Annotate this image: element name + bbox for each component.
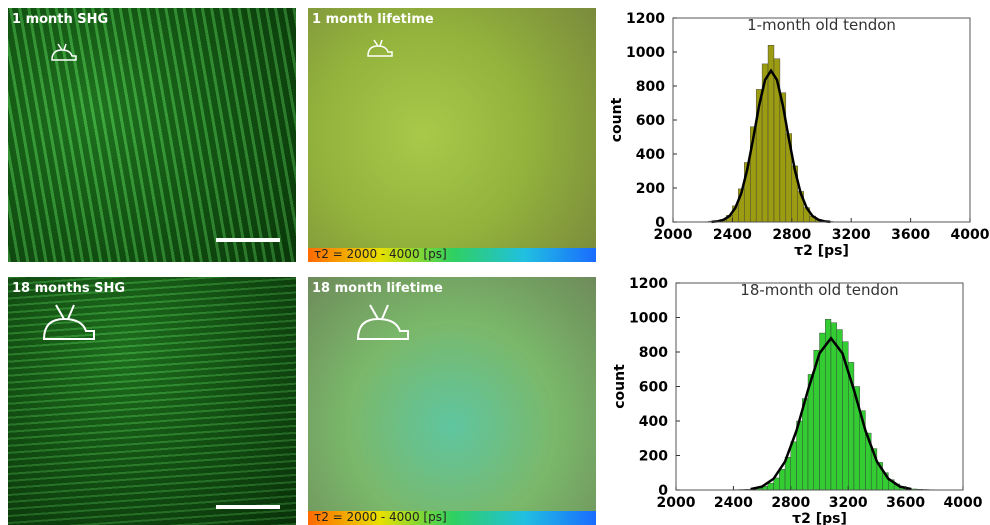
panel-label: 1 month lifetime bbox=[312, 12, 434, 27]
lifetime-image: 18 month lifetime τ2 = 2000 - 4000 [ps] bbox=[308, 277, 596, 525]
y-tick-label: 200 bbox=[639, 449, 668, 465]
x-tick-label: 3200 bbox=[829, 495, 868, 511]
x-tick-label: 2800 bbox=[771, 495, 810, 511]
y-tick-label: 200 bbox=[636, 181, 665, 197]
plot-frame bbox=[672, 17, 971, 223]
x-tick-label: 2400 bbox=[714, 495, 753, 511]
colorbar-label: τ2 = 2000 - 4000 [ps] bbox=[314, 247, 447, 261]
shg-image: 1 month SHG bbox=[8, 8, 296, 262]
rabbit-icon bbox=[367, 39, 393, 57]
panel-label: 1 month SHG bbox=[12, 12, 109, 27]
y-tick-label: 1000 bbox=[626, 45, 665, 61]
x-axis-label: τ2 [ps] bbox=[792, 511, 847, 525]
colorbar-label: τ2 = 2000 - 4000 [ps] bbox=[314, 510, 447, 524]
scale-bar bbox=[216, 238, 280, 242]
y-tick-label: 0 bbox=[658, 483, 668, 499]
y-tick-label: 600 bbox=[639, 380, 668, 396]
y-tick-label: 1200 bbox=[626, 11, 665, 27]
chart-title: 18-month old tendon bbox=[740, 281, 898, 299]
bar bbox=[773, 477, 780, 491]
x-tick-label: 2000 bbox=[657, 495, 696, 511]
x-tick-label: 4000 bbox=[944, 495, 983, 511]
y-tick-label: 400 bbox=[636, 147, 665, 163]
y-axis-label: count bbox=[609, 97, 625, 142]
bar bbox=[790, 441, 797, 491]
x-tick-label: 2000 bbox=[654, 227, 693, 243]
x-tick-label: 3200 bbox=[832, 227, 871, 243]
bar bbox=[819, 332, 826, 491]
bar bbox=[802, 398, 809, 491]
y-tick-label: 1200 bbox=[629, 276, 668, 292]
shg-image: 18 months SHG bbox=[8, 277, 296, 525]
colorbar: τ2 = 2000 - 4000 [ps] bbox=[308, 510, 596, 525]
bar bbox=[807, 374, 814, 491]
scale-bar bbox=[216, 505, 280, 509]
x-tick-label: 2800 bbox=[772, 227, 811, 243]
y-tick-label: 800 bbox=[636, 79, 665, 95]
colorbar: τ2 = 2000 - 4000 [ps] bbox=[308, 247, 596, 262]
x-tick-label: 3600 bbox=[886, 495, 925, 511]
chart-title: 1-month old tendon bbox=[747, 16, 896, 34]
y-tick-label: 600 bbox=[636, 113, 665, 129]
fit-curve bbox=[711, 68, 831, 224]
lifetime-image: 1 month lifetime τ2 = 2000 - 4000 [ps] bbox=[308, 8, 596, 262]
y-tick-label: 400 bbox=[639, 414, 668, 430]
y-tick-label: 1000 bbox=[629, 311, 668, 327]
x-tick-label: 2400 bbox=[713, 227, 752, 243]
y-axis-label: count bbox=[612, 364, 628, 409]
x-tick-label: 3600 bbox=[891, 227, 930, 243]
y-tick-label: 0 bbox=[655, 215, 665, 231]
rabbit-icon bbox=[356, 304, 409, 340]
fit-curve bbox=[750, 336, 912, 491]
bar bbox=[779, 469, 786, 491]
rabbit-icon bbox=[51, 43, 77, 61]
bar bbox=[830, 322, 837, 491]
y-tick-label: 800 bbox=[639, 345, 668, 361]
x-axis-label: τ2 [ps] bbox=[794, 243, 849, 259]
x-tick-label: 4000 bbox=[951, 227, 990, 243]
panel-label: 18 months SHG bbox=[12, 281, 125, 296]
panel-label: 18 month lifetime bbox=[312, 281, 443, 296]
rabbit-icon bbox=[42, 304, 95, 340]
bar bbox=[767, 482, 774, 491]
